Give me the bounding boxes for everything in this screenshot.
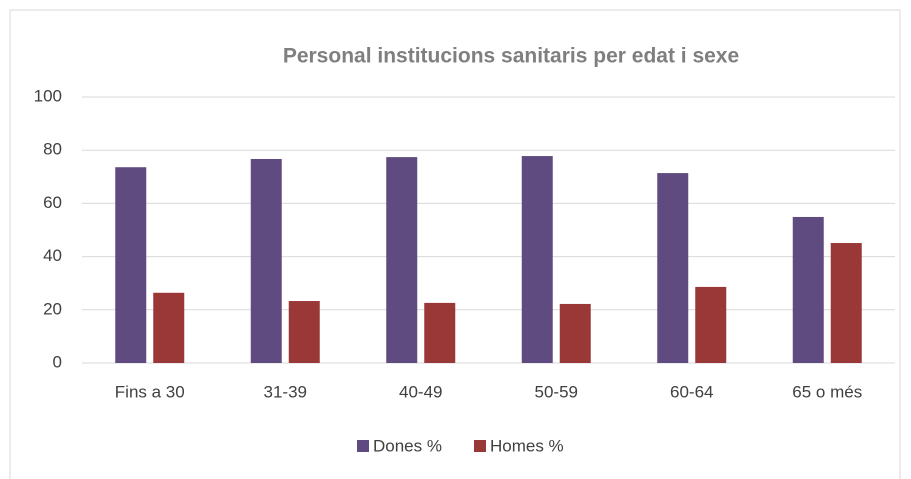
y-tick-label: 40: [43, 246, 62, 265]
y-tick-label: 60: [43, 193, 62, 212]
x-tick-label: 31-39: [264, 382, 307, 401]
y-tick-label: 20: [43, 299, 62, 318]
bar: [559, 303, 591, 363]
bar: [386, 157, 418, 363]
legend-label: Dones %: [373, 436, 442, 455]
bar: [830, 243, 862, 363]
bar: [424, 302, 456, 363]
chart-frame: [9, 9, 901, 479]
x-tick-label: 60-64: [670, 382, 713, 401]
legend-label: Homes %: [490, 436, 564, 455]
bar: [250, 158, 282, 363]
x-tick-label: Fins a 30: [115, 382, 185, 401]
x-tick-label: 40-49: [399, 382, 442, 401]
bar: [288, 301, 320, 363]
y-tick-label: 100: [34, 86, 62, 105]
bar: [521, 156, 553, 363]
legend-swatch: [357, 440, 369, 452]
legend-swatch: [473, 440, 486, 452]
bar: [153, 292, 185, 363]
chart-title: Personal institucions sanitaris per edat…: [283, 45, 739, 68]
x-tick-label: 65 o més: [792, 382, 862, 401]
bar: [695, 286, 727, 363]
bar: [657, 173, 689, 363]
bar: [792, 216, 824, 363]
y-tick-label: 80: [43, 140, 62, 159]
bar: [115, 167, 147, 363]
y-tick-label: 0: [53, 352, 62, 371]
x-tick-label: 50-59: [535, 382, 578, 401]
